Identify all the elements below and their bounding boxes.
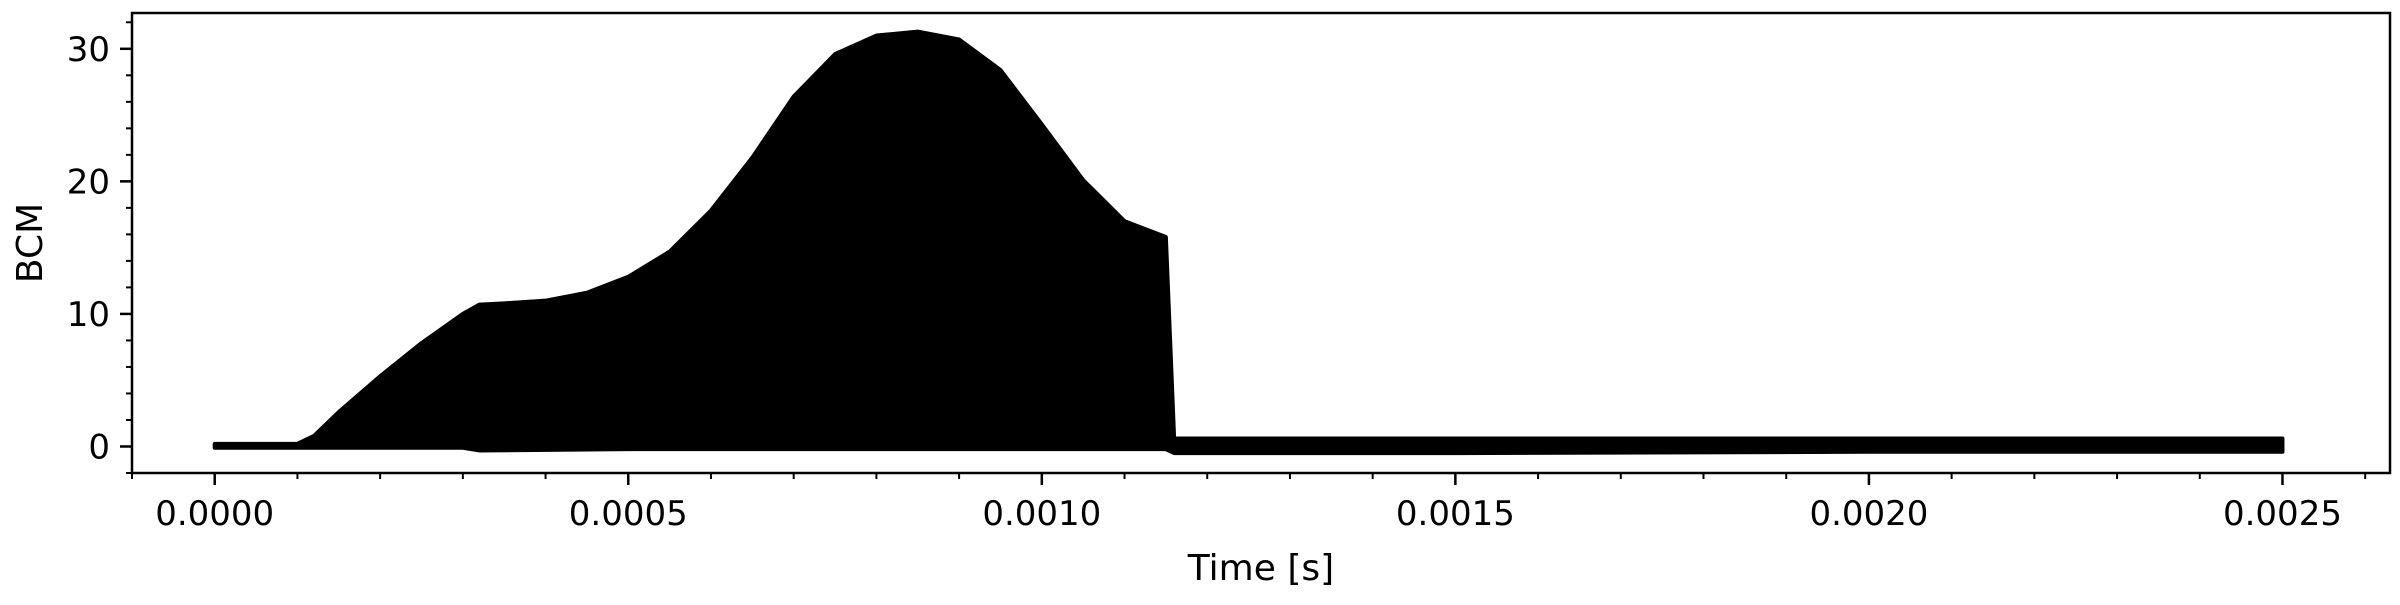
- y-tick-label: 10: [67, 295, 110, 335]
- y-ticks: 0 10 20 30: [67, 21, 132, 474]
- axes-frame: [130, 11, 2392, 475]
- x-tick-label: 0.0025: [2223, 494, 2342, 534]
- signal-area-series-0: [212, 29, 2285, 456]
- y-tick-label: 20: [67, 162, 110, 202]
- x-tick-label: 0.0020: [1809, 494, 1928, 534]
- x-tick-label: 0.0010: [982, 494, 1101, 534]
- plot-layer: [212, 29, 2285, 456]
- y-axis-label: BCM: [10, 203, 51, 283]
- x-tick-label: 0.0000: [155, 494, 274, 534]
- x-tick-label: 0.0015: [1396, 494, 1515, 534]
- y-tick-label: 30: [67, 30, 110, 70]
- x-axis-label: Time [s]: [1187, 548, 1334, 589]
- x-ticks: 0.0000 0.0005 0.0010 0.0015 0.0020 0.0025: [131, 473, 2367, 534]
- y-tick-label: 0: [88, 427, 110, 467]
- x-tick-label: 0.0005: [569, 494, 688, 534]
